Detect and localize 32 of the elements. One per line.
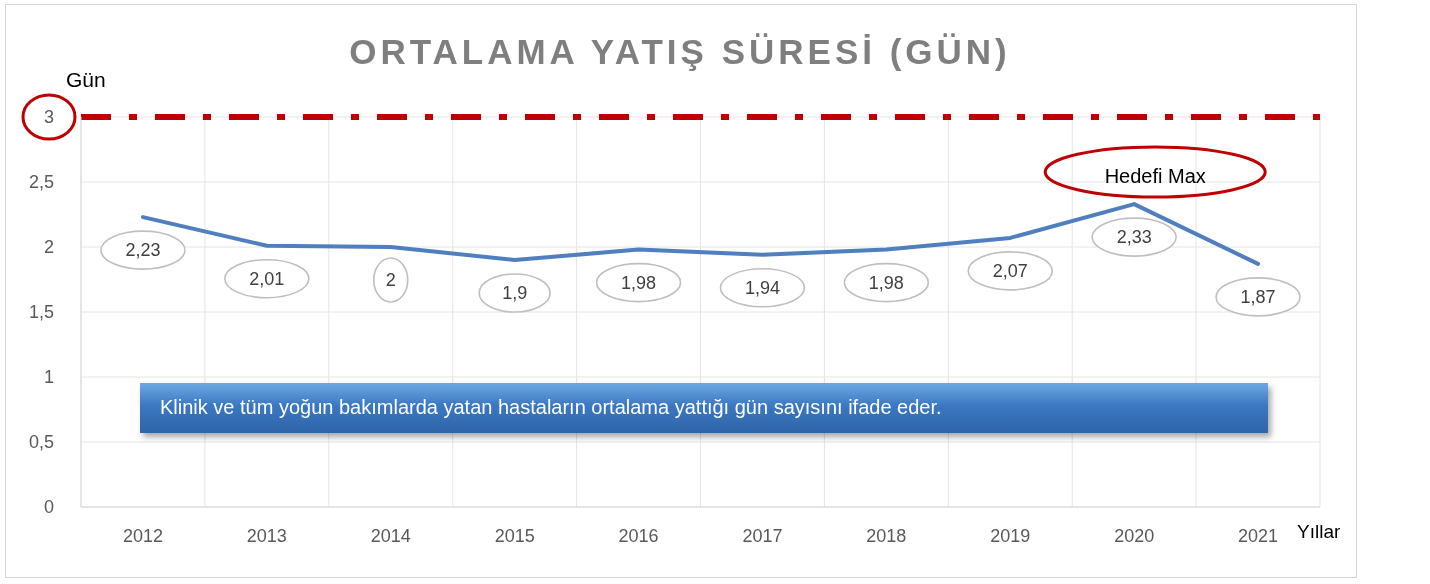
data-label: 2,23 (125, 240, 161, 261)
y-tick-label: 3 (43, 107, 54, 127)
x-tick-label: 2020 (1114, 525, 1155, 546)
y-tick-label: 2,5 (28, 172, 54, 192)
x-tick-label: 2016 (618, 525, 659, 546)
x-tick-label: 2013 (246, 525, 287, 546)
data-label: 1,98 (621, 272, 657, 293)
x-tick-label: 2012 (122, 525, 163, 546)
annotation: Klinik ve tüm yoğun bakımlarda yatan hastaların ortalama yattığı gün sayısını ifade eder. (160, 396, 942, 419)
y-tick-label: 1 (43, 367, 54, 387)
x-tick-label: 2021 (1238, 525, 1279, 546)
data-label: 2,01 (249, 268, 285, 289)
y-axis-title: Gün (66, 68, 106, 92)
x-tick-label: 2018 (866, 525, 907, 546)
x-tick-label: 2019 (990, 525, 1031, 546)
data-label: 1,94 (744, 277, 780, 298)
data-label: 2 (385, 270, 396, 290)
y-tick-label: 1,5 (28, 302, 54, 322)
ref-line-label: Hedefi Max (1104, 165, 1206, 187)
data-label: 1,98 (868, 272, 904, 293)
y-tick-label: 0,5 (28, 432, 54, 452)
x-tick-label: 2017 (742, 525, 783, 546)
x-axis-title: Yıllar (1297, 521, 1341, 543)
chart-title: ORTALAMA YATIŞ SÜRESİ (GÜN) (349, 32, 1011, 71)
x-tick-label: 2014 (370, 525, 411, 546)
data-label: 2,33 (1116, 227, 1152, 248)
data-label: 1,9 (502, 283, 528, 303)
x-tick-label: 2015 (494, 525, 535, 546)
y-tick-label: 2 (43, 237, 54, 257)
y-tick-label: 0 (43, 497, 54, 517)
data-label: 2,07 (992, 260, 1028, 281)
data-label: 1,87 (1240, 286, 1276, 307)
